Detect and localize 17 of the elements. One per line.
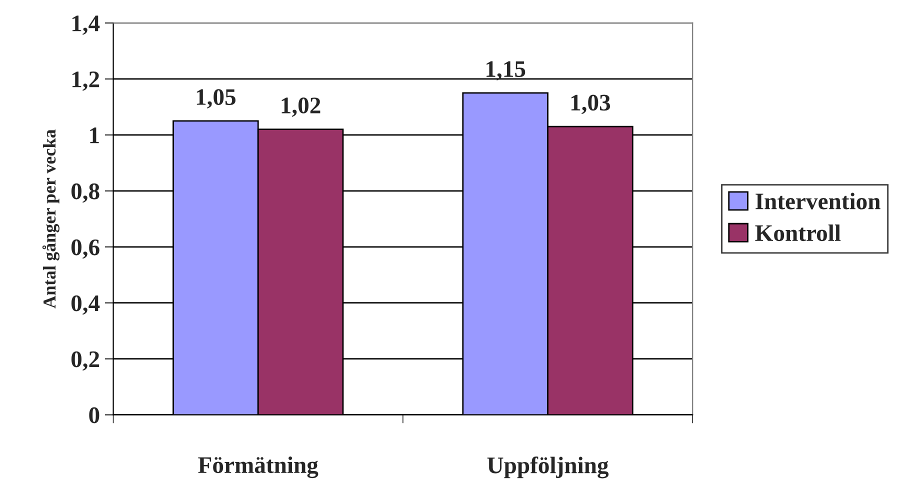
text: 1,05 xyxy=(196,89,236,108)
y-tick-label: 1,4 xyxy=(72,16,100,35)
text: 1,02 xyxy=(282,98,320,117)
y-tick-label: 0,6 xyxy=(71,239,100,259)
y-tick-label: 1 xyxy=(90,128,99,144)
y-tick-label: 1,2 xyxy=(72,72,100,91)
x-tick-label: Uppföljning xyxy=(487,456,609,478)
legend-label: Kontroll xyxy=(755,224,841,242)
text: 1,03 xyxy=(571,94,610,114)
x-tick-label: Förmätning xyxy=(198,456,318,478)
text: 1,15 xyxy=(486,61,526,80)
legend-label: Intervention xyxy=(756,192,880,210)
y-tick-label: 0,2 xyxy=(71,351,100,371)
y-axis-title: Antal gånger per vecka xyxy=(42,129,60,308)
y-tick-label: 0,8 xyxy=(71,183,100,203)
y-tick-label: 0 xyxy=(89,407,100,424)
y-tick-label: 0,4 xyxy=(71,295,100,315)
